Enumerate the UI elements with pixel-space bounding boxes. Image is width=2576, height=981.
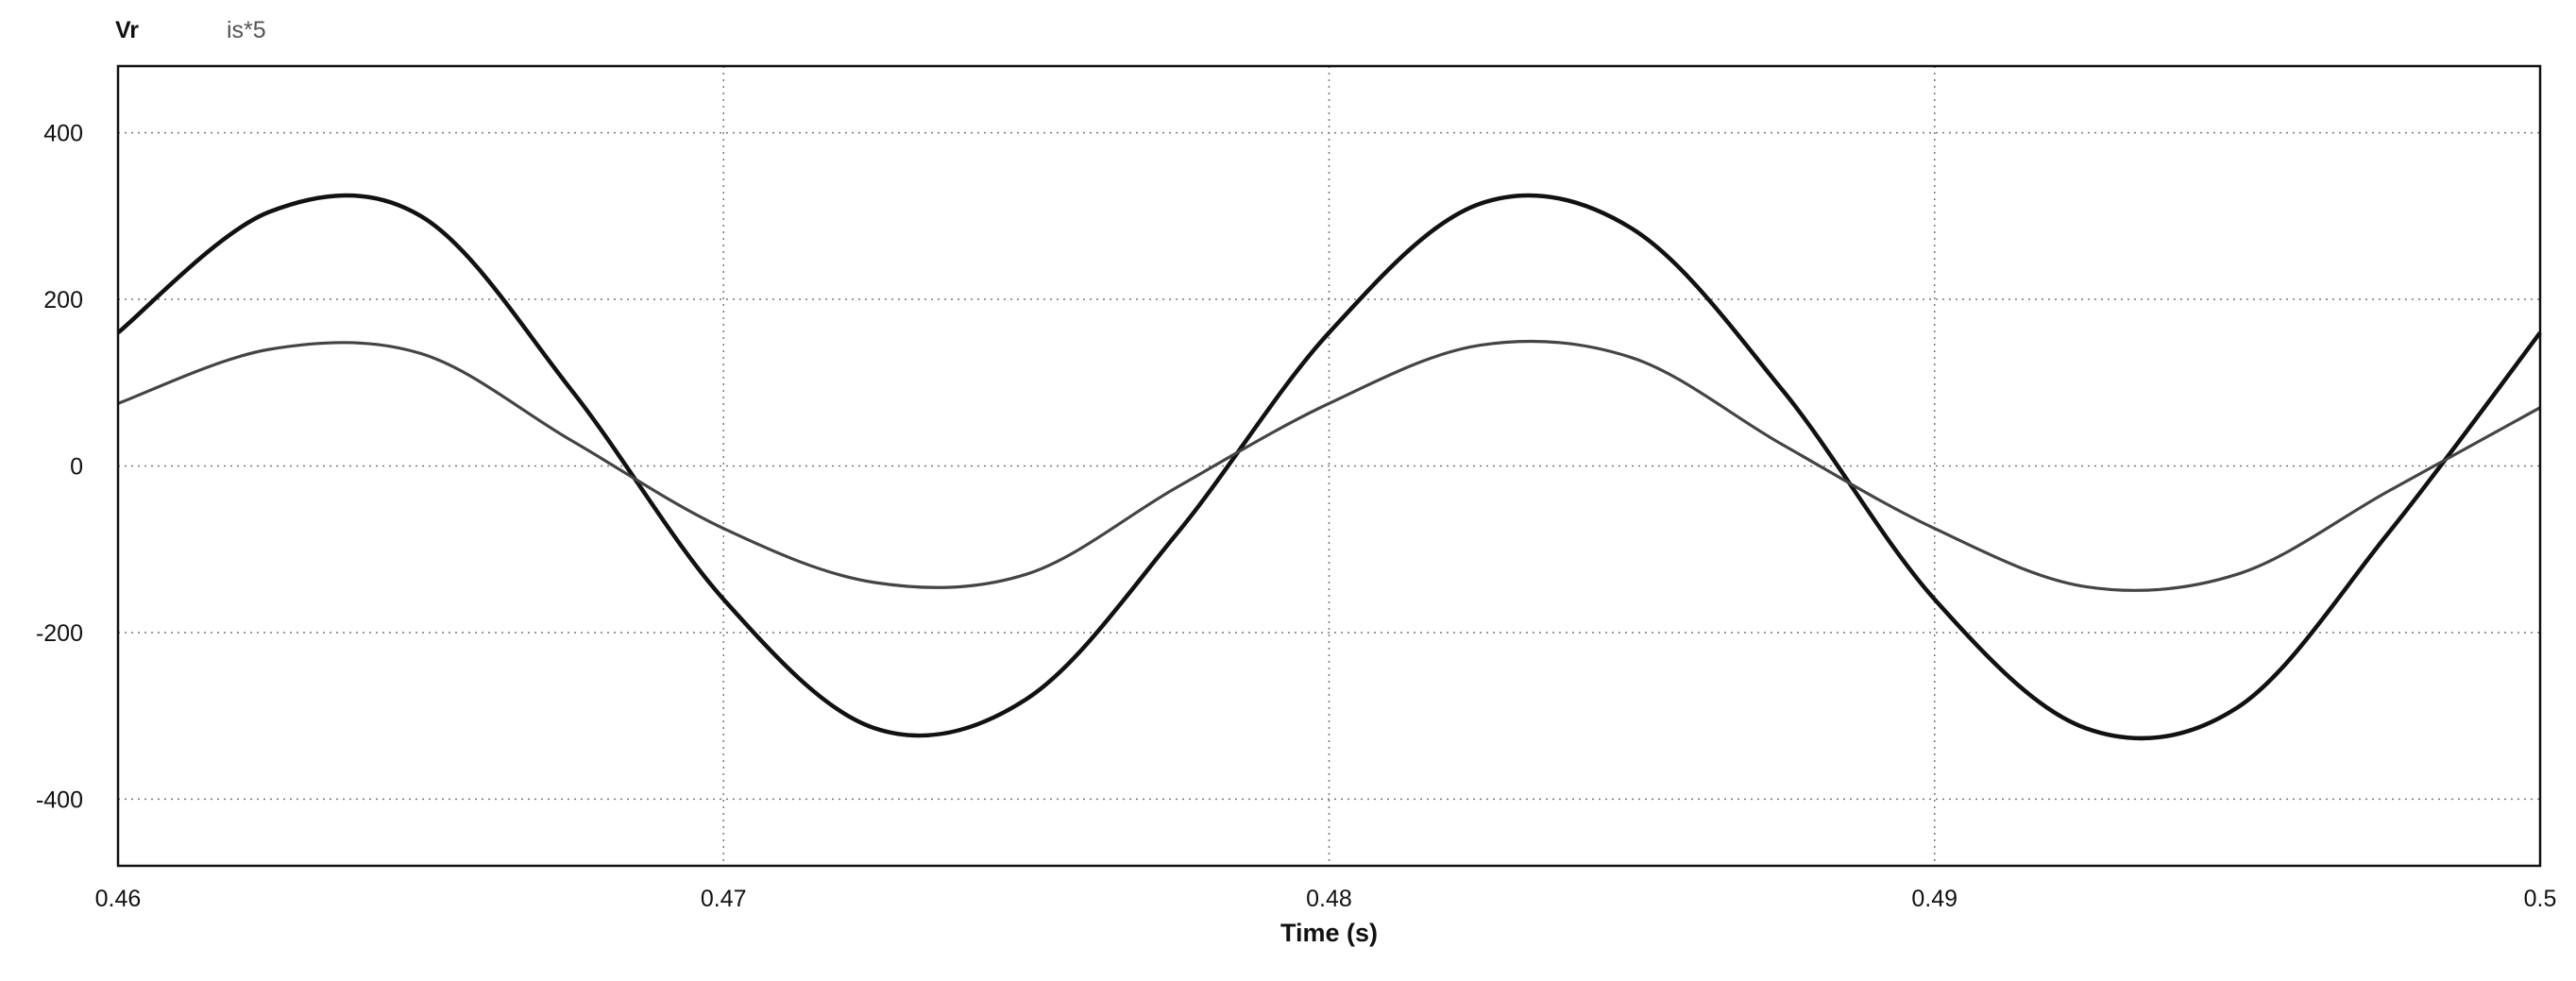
y-tick-label: 400 — [43, 121, 83, 147]
x-tick-label: 0.48 — [1306, 886, 1352, 912]
plot-frame — [116, 64, 2542, 868]
y-tick-label: -200 — [36, 620, 83, 647]
y-tick-label: 200 — [43, 287, 83, 313]
x-tick-label: 0.49 — [1911, 886, 1957, 912]
series-line-0 — [116, 193, 2542, 741]
y-axis: 400 200 0 -200 -400 — [36, 121, 83, 814]
legend-entry-is5: is*5 — [227, 17, 266, 43]
x-tick-label: 0.47 — [701, 886, 747, 912]
x-axis: 0.46 0.47 0.48 0.49 0.5 — [95, 886, 2557, 912]
y-tick-label: 0 — [70, 454, 83, 481]
series-layer — [116, 193, 2542, 741]
grid-lines — [118, 66, 2540, 866]
x-tick-label: 0.46 — [95, 886, 142, 912]
legend-entry-vr: Vr — [115, 17, 139, 43]
series-line-1 — [117, 339, 2541, 592]
y-tick-label: -400 — [36, 786, 83, 813]
x-tick-label: 0.5 — [2524, 886, 2557, 912]
legend: Vr is*5 — [115, 17, 266, 43]
x-axis-title: Time (s) — [1280, 919, 1378, 947]
